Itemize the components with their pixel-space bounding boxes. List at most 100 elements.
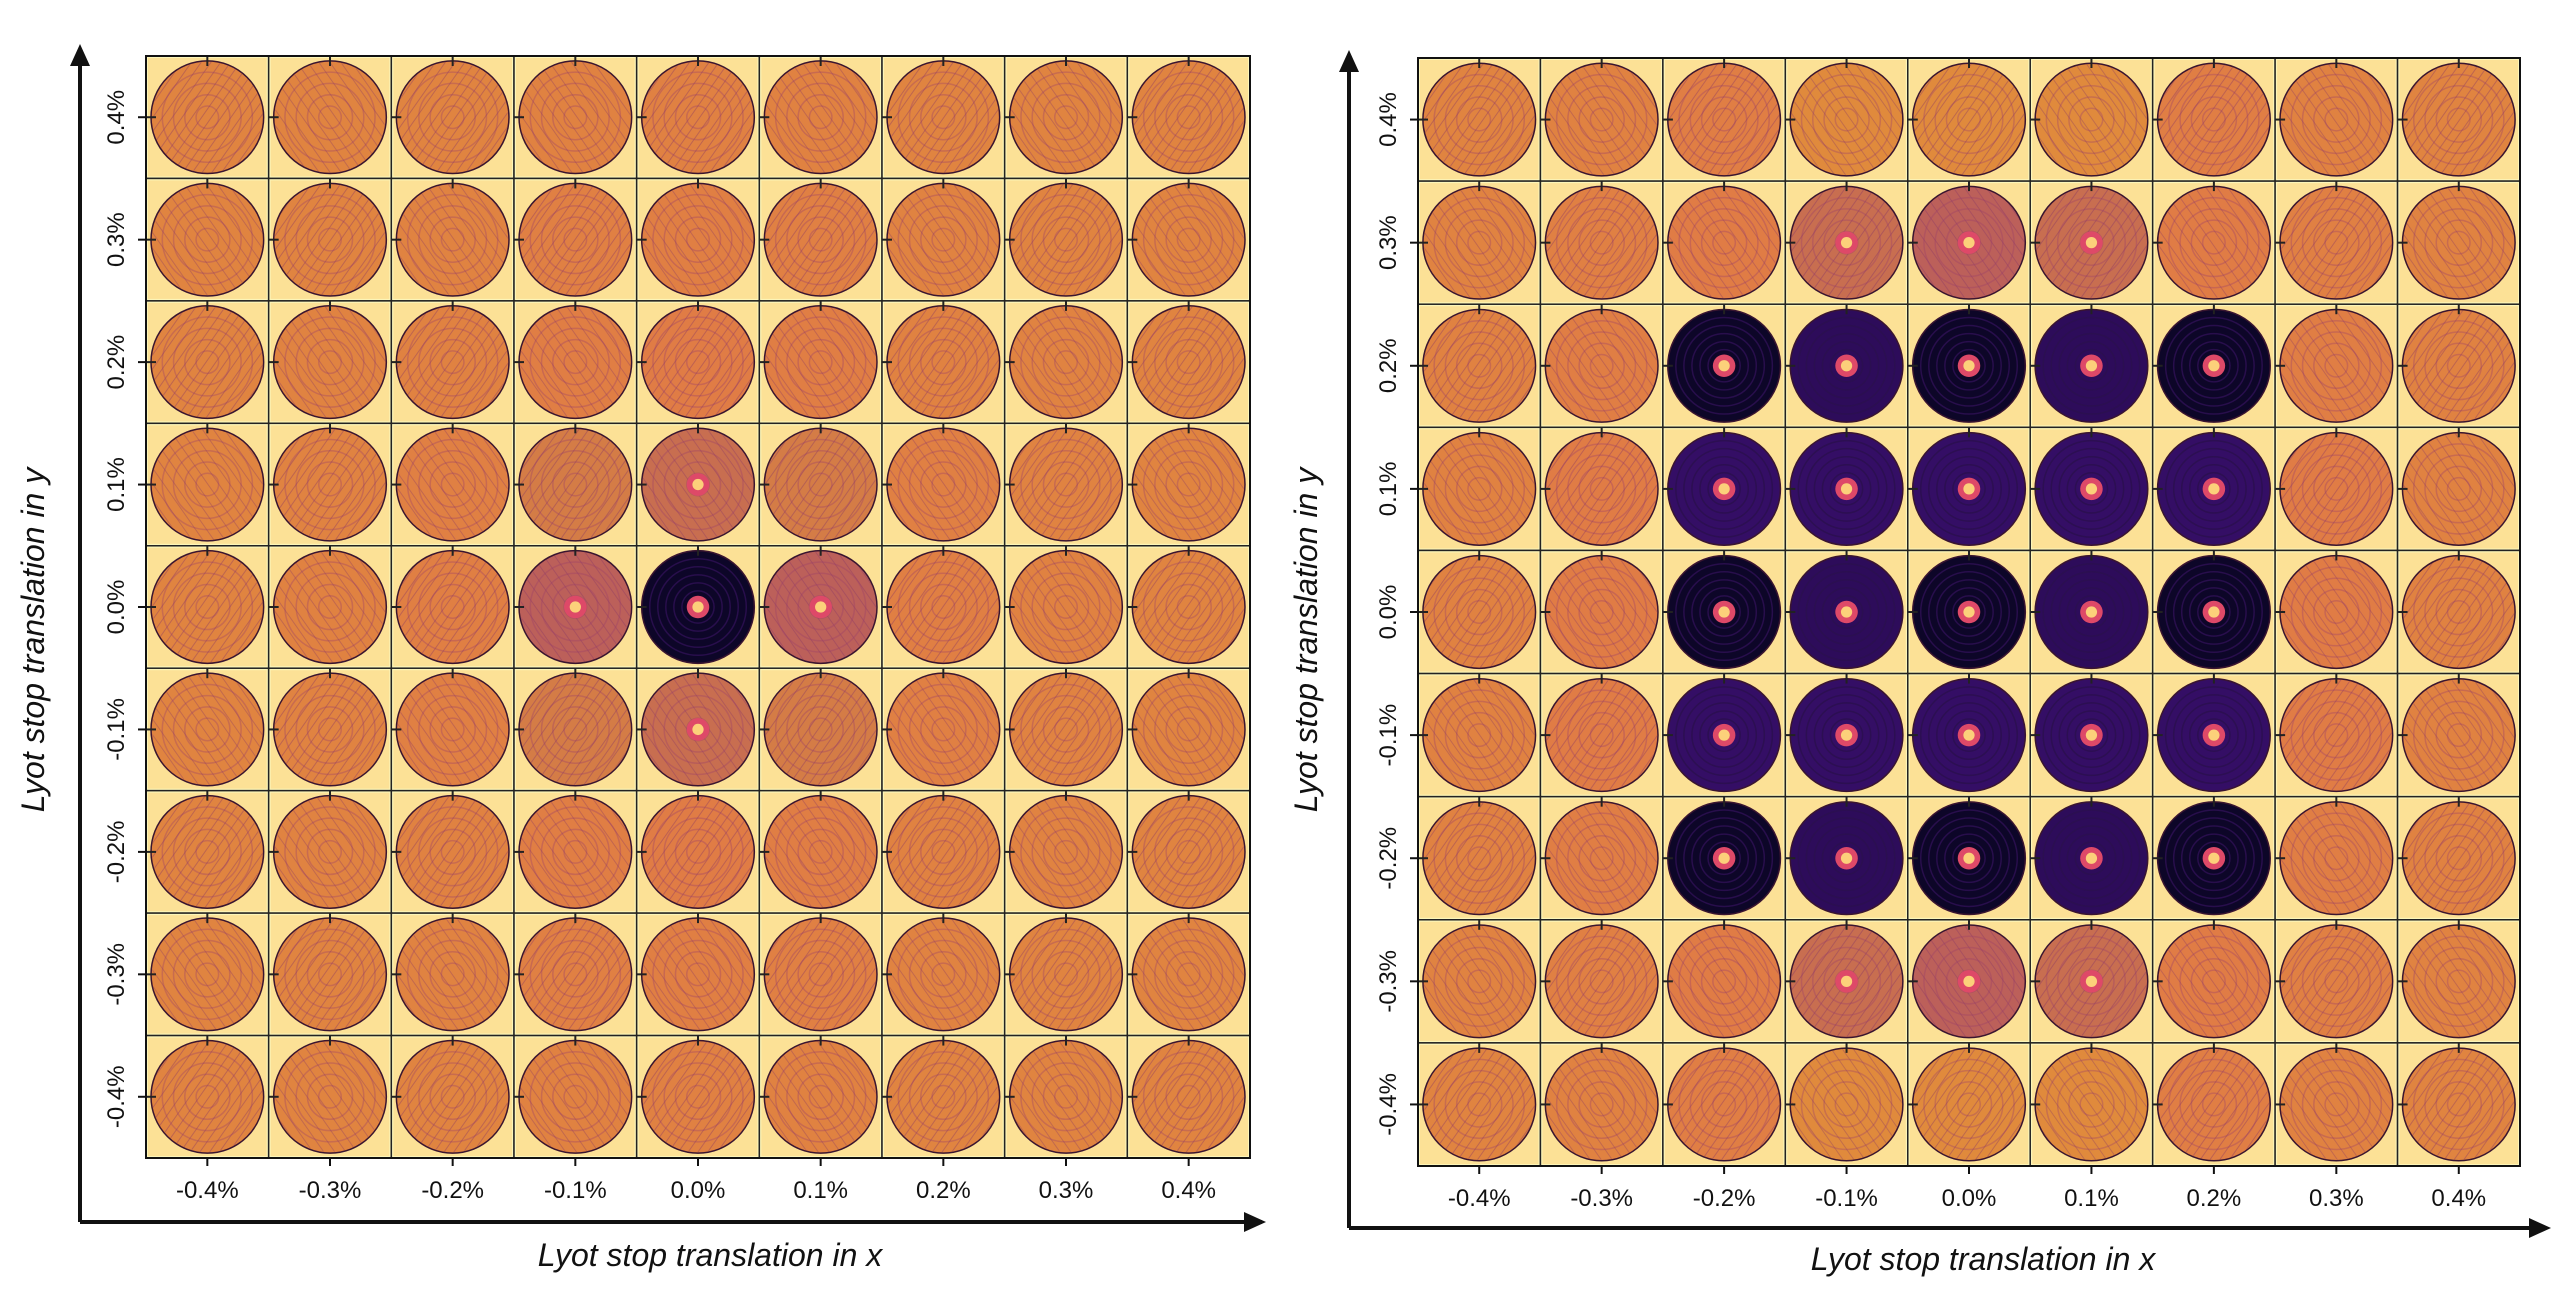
interference-ring bbox=[172, 82, 242, 152]
interference-ring bbox=[1142, 683, 1235, 776]
fringe-texture bbox=[1423, 64, 1535, 175]
pupil-cell-r8-c7 bbox=[1003, 1034, 1129, 1159]
pupil-cell-r8-c7 bbox=[2274, 1042, 2399, 1167]
interference-ring bbox=[1053, 472, 1079, 497]
pupil-cell-r6-c2 bbox=[1662, 795, 1787, 921]
pupil-cell-r3-c4 bbox=[1907, 426, 2031, 552]
y-tick-label: 0.3% bbox=[103, 212, 130, 267]
interference-ring bbox=[931, 594, 956, 620]
interference-ring bbox=[2201, 969, 2226, 994]
fringe-texture bbox=[1423, 1049, 1535, 1160]
interference-ring bbox=[908, 572, 978, 642]
interference-ring bbox=[1567, 1069, 1637, 1139]
fringe-texture bbox=[397, 551, 508, 663]
central-spot-core bbox=[692, 478, 704, 491]
interference-ring bbox=[184, 338, 231, 386]
interference-ring bbox=[2172, 817, 2255, 900]
interference-ring bbox=[295, 1062, 365, 1132]
interference-ring bbox=[2435, 834, 2483, 882]
pupil-cell-r3-c8 bbox=[2396, 426, 2521, 552]
interference-ring bbox=[529, 316, 622, 408]
fringe-texture bbox=[2403, 64, 2515, 175]
interference-ring bbox=[1589, 599, 1614, 625]
interference-ring bbox=[552, 461, 599, 508]
pupil-cell-r8-c6 bbox=[2151, 1042, 2276, 1167]
pupil-cell-r5-c2 bbox=[1662, 672, 1787, 798]
interference-ring bbox=[1578, 834, 1625, 882]
fringe-texture bbox=[642, 1041, 754, 1153]
interference-ring bbox=[1467, 969, 1492, 994]
interference-ring bbox=[1821, 463, 1872, 514]
interference-ring bbox=[663, 82, 733, 152]
interference-ring bbox=[563, 227, 588, 252]
interference-ring bbox=[2446, 353, 2471, 378]
interference-ring bbox=[1944, 710, 1994, 761]
interference-ring bbox=[1934, 1069, 2004, 1139]
interference-ring bbox=[2197, 718, 2231, 752]
interference-ring bbox=[529, 683, 622, 776]
pupil-cell-r7-c0 bbox=[1417, 919, 1542, 1044]
pupil-cell-r2-c3 bbox=[1784, 303, 1909, 429]
fringe-texture bbox=[152, 551, 263, 663]
interference-ring bbox=[1700, 96, 1748, 143]
fringe-texture bbox=[520, 1041, 631, 1153]
interference-ring bbox=[897, 438, 990, 531]
interference-ring bbox=[1944, 340, 1994, 391]
pupil-cell-r5-c6 bbox=[881, 667, 1006, 792]
interference-ring bbox=[786, 572, 856, 642]
interference-ring bbox=[2324, 230, 2349, 255]
y-tick-label: -0.2% bbox=[103, 821, 130, 884]
y-tick-label: 0.2% bbox=[1375, 338, 1402, 393]
right-heatmap-grid-chart: -0.4% -0.3% -0.2% -0.1% 0.0% 0.1% 0.2% 0.3% 0.4%… bbox=[1288, 50, 2551, 1277]
interference-ring bbox=[1031, 82, 1101, 152]
interference-ring bbox=[1020, 928, 1112, 1021]
central-spot-core bbox=[692, 723, 704, 736]
fringe-texture bbox=[888, 1041, 999, 1153]
interference-ring bbox=[284, 1050, 376, 1143]
interference-ring bbox=[2301, 823, 2371, 893]
interference-ring bbox=[1567, 454, 1637, 524]
interference-ring bbox=[306, 1073, 354, 1121]
interference-ring bbox=[2301, 208, 2371, 278]
fringe-texture bbox=[765, 796, 876, 908]
fringe-texture bbox=[397, 306, 508, 418]
interference-ring bbox=[1945, 219, 1993, 266]
interference-ring bbox=[797, 1073, 844, 1121]
interference-ring bbox=[2412, 689, 2505, 781]
pupil-cell-r6-c5 bbox=[758, 789, 883, 914]
interference-ring bbox=[1683, 571, 1766, 653]
interference-ring bbox=[2058, 702, 2125, 769]
y-tick-label: 0.1% bbox=[1375, 462, 1402, 517]
interference-ring bbox=[161, 683, 254, 776]
interference-ring bbox=[1699, 710, 1750, 761]
pupil-cell-r5-c7 bbox=[1003, 667, 1129, 792]
right-x-axis-title: Lyot stop translation in x bbox=[1811, 1241, 2157, 1277]
interference-ring bbox=[161, 193, 254, 286]
interference-ring bbox=[440, 717, 465, 742]
pupil-cell-r1-c4 bbox=[635, 177, 761, 302]
fringe-texture bbox=[1791, 1049, 1902, 1160]
interference-ring bbox=[1154, 694, 1224, 764]
pupil-cell-r7-c3 bbox=[1784, 919, 1909, 1044]
pupil-cell-r5-c1 bbox=[1539, 672, 1664, 798]
interference-ring bbox=[1020, 438, 1112, 531]
interference-ring bbox=[1555, 1058, 1648, 1151]
fringe-texture bbox=[888, 796, 999, 908]
interference-ring bbox=[2056, 85, 2126, 155]
interference-ring bbox=[540, 327, 610, 397]
pupil-cell-r0-c5 bbox=[2029, 57, 2154, 182]
pupil-cell-r8-c8 bbox=[2396, 1042, 2521, 1167]
fringe-texture bbox=[397, 674, 508, 785]
pupil-cell-r8-c4 bbox=[1907, 1042, 2031, 1167]
interference-ring bbox=[1433, 935, 1526, 1028]
interference-ring bbox=[2197, 472, 2231, 506]
interference-ring bbox=[552, 583, 599, 631]
interference-ring bbox=[2446, 230, 2471, 255]
central-spot-core bbox=[2085, 606, 2098, 618]
interference-ring bbox=[1142, 806, 1235, 898]
interference-ring bbox=[797, 93, 844, 141]
fringe-texture bbox=[520, 429, 631, 540]
interference-ring bbox=[1689, 85, 1759, 155]
x-tick-label: 0.0% bbox=[671, 1177, 726, 1204]
fringe-texture bbox=[2403, 433, 2515, 545]
